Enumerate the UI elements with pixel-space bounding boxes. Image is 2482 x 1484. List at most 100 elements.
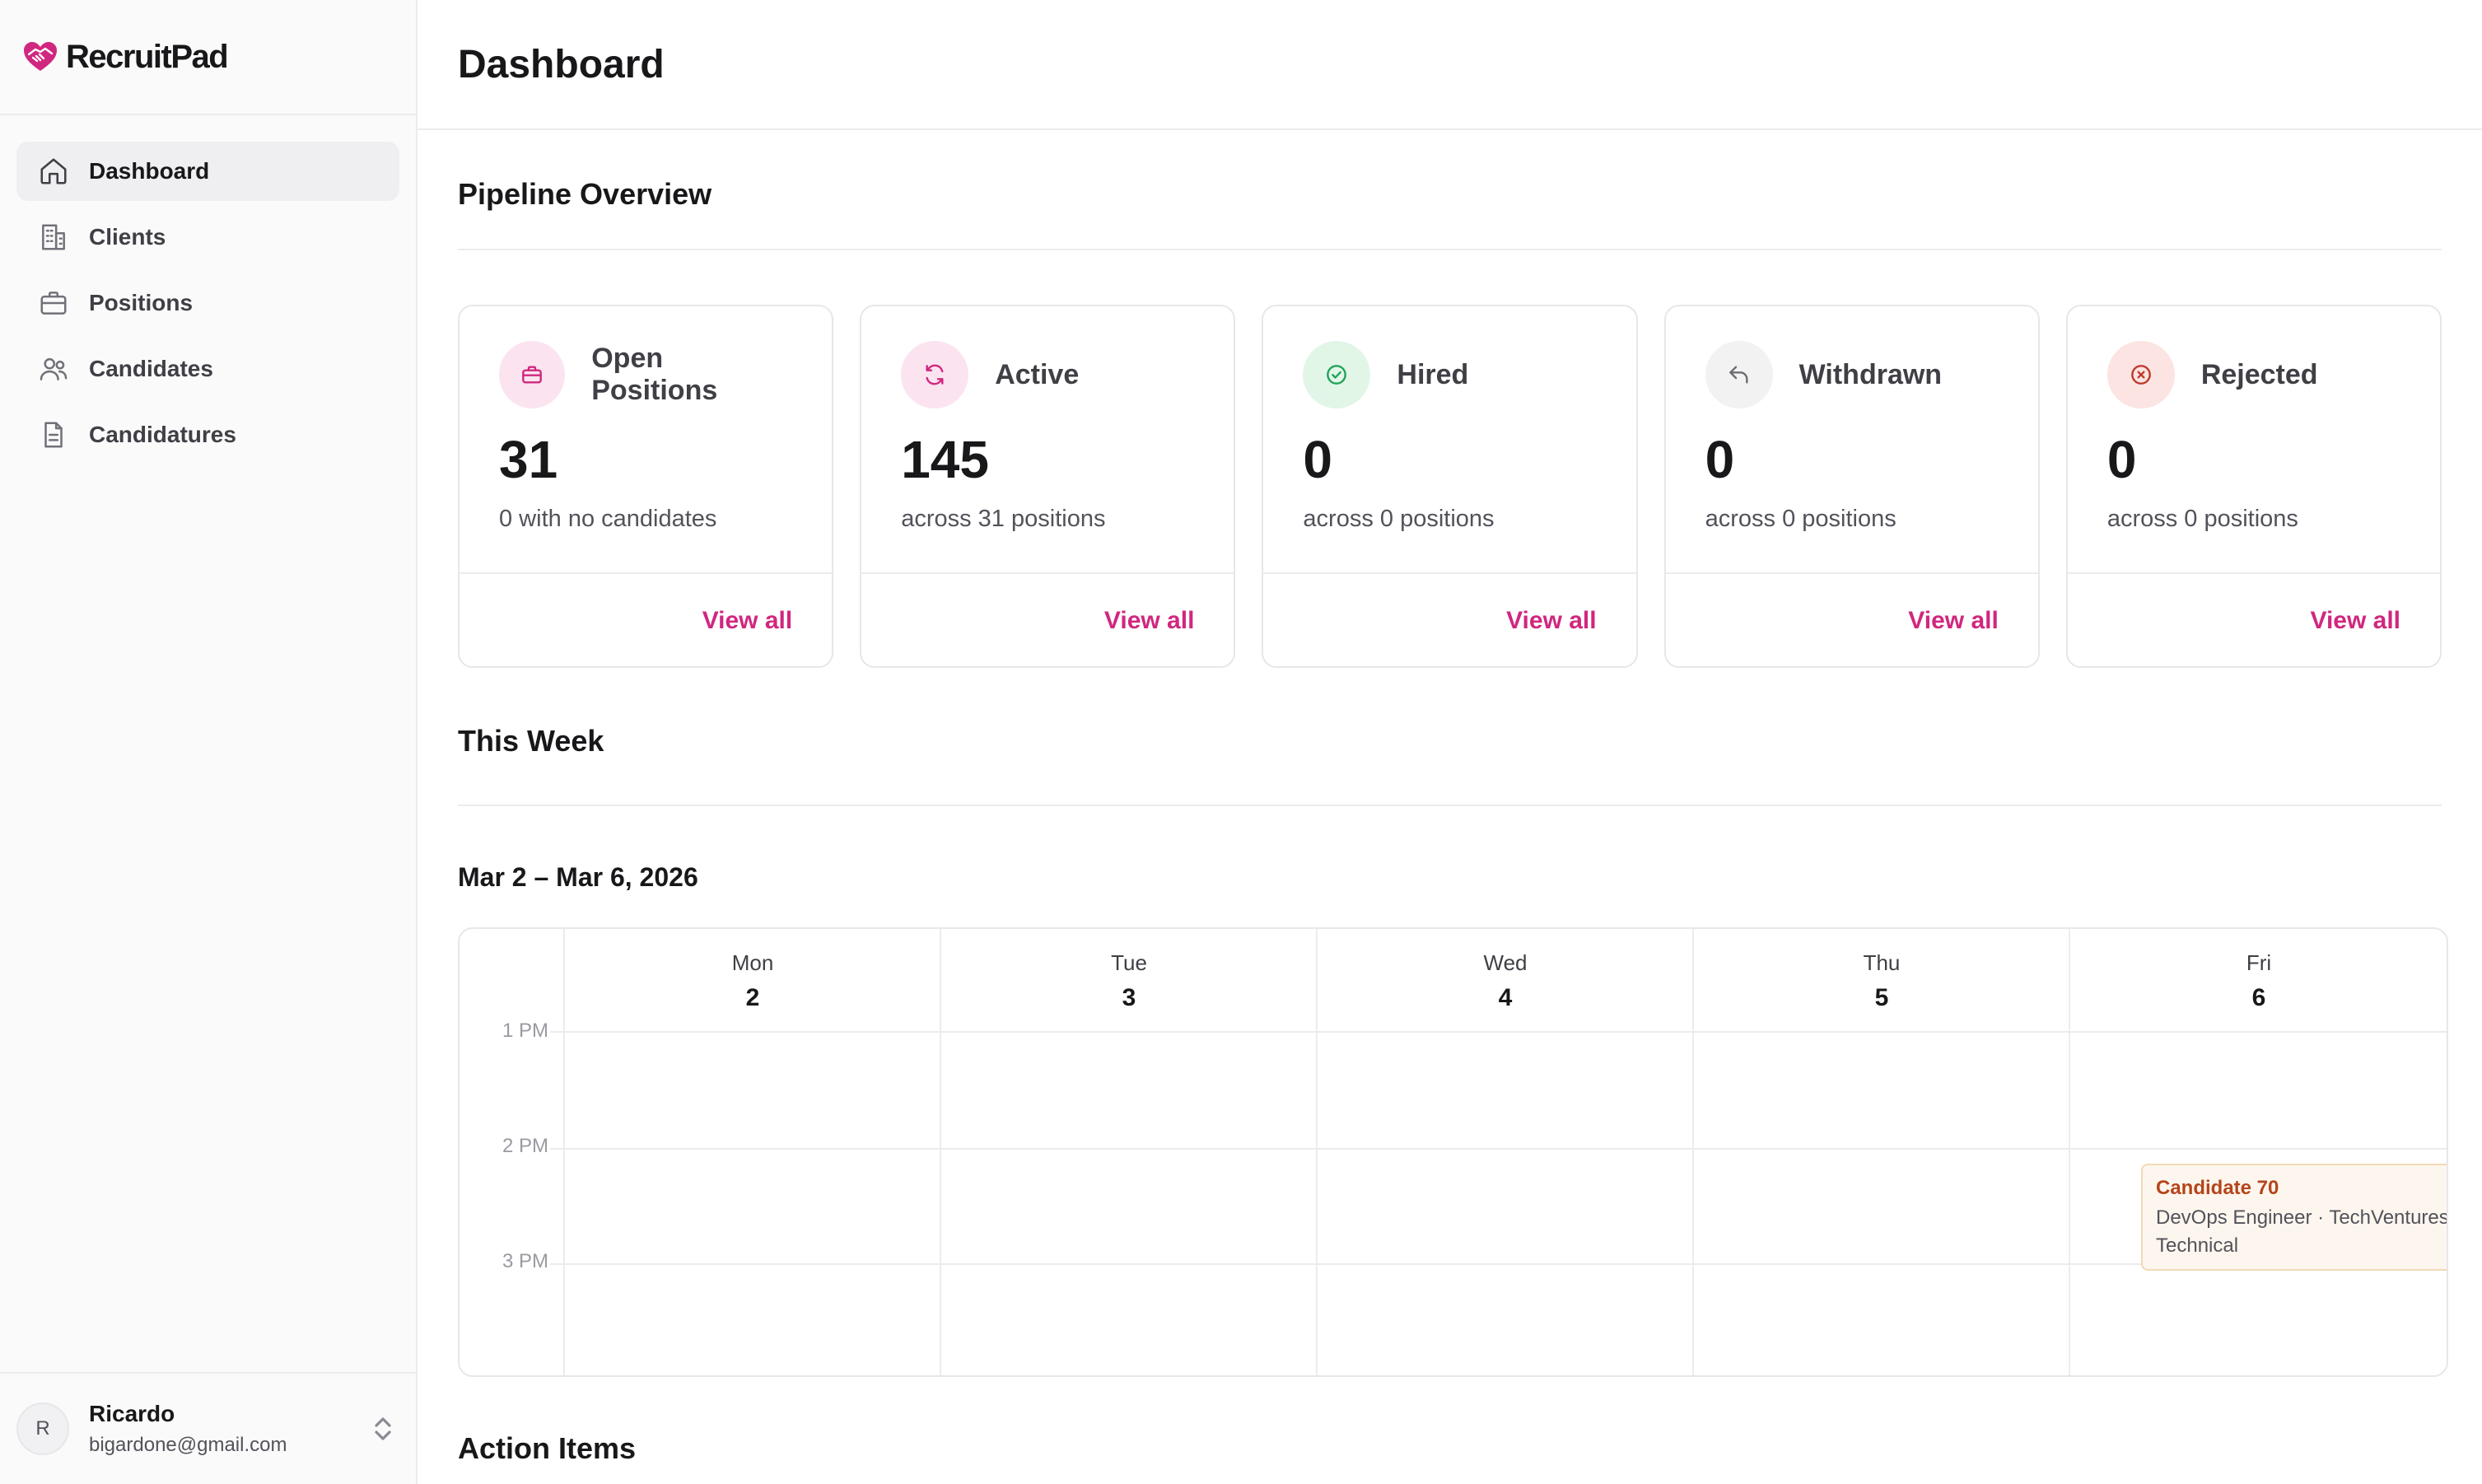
x-circle-icon xyxy=(2106,341,2175,408)
sidebar-item-positions[interactable]: Positions xyxy=(16,273,399,333)
day-number: 6 xyxy=(2251,983,2266,1011)
user-email: bigardone@gmail.com xyxy=(89,1434,287,1456)
view-all-link[interactable]: View all xyxy=(1506,607,1597,634)
day-name: Thu xyxy=(1863,950,1901,975)
users-icon xyxy=(40,357,68,380)
refresh-icon xyxy=(901,341,969,408)
user-info: Ricardo bigardone@gmail.com xyxy=(89,1401,371,1457)
sidebar-item-label: Dashboard xyxy=(89,158,210,184)
user-name: Ricardo xyxy=(89,1401,175,1426)
calendar-event[interactable]: Candidate 70 DevOps Engineer · TechVentu… xyxy=(2141,1164,2448,1271)
stat-card-header: Withdrawn xyxy=(1705,341,1999,408)
day-number: 5 xyxy=(1874,983,1889,1011)
user-menu[interactable]: R Ricardo bigardone@gmail.com xyxy=(0,1372,416,1484)
chevrons-up-down-icon[interactable] xyxy=(371,1414,394,1444)
briefcase-icon xyxy=(499,341,566,408)
day-name: Mon xyxy=(731,950,774,975)
event-role: DevOps Engineer · TechVentures xyxy=(2156,1206,2448,1229)
stat-card-body: Open Positions 31 0 with no candidates xyxy=(460,306,833,574)
stat-card-label: Rejected xyxy=(2200,358,2318,390)
view-all-link[interactable]: View all xyxy=(702,607,793,634)
day-name: Wed xyxy=(1483,950,1528,975)
stat-card-value: 31 xyxy=(499,430,558,489)
sidebar: RecruitPad Dashboard Clients Positions xyxy=(0,0,418,1484)
stat-card-subtext: across 31 positions xyxy=(901,506,1106,532)
sidebar-item-clients[interactable]: Clients xyxy=(16,208,399,267)
undo-icon xyxy=(1705,341,1773,408)
file-icon xyxy=(44,422,63,448)
stat-card-open-positions: Open Positions 31 0 with no candidates V… xyxy=(458,305,834,668)
building-icon xyxy=(42,224,65,250)
view-all-link[interactable]: View all xyxy=(2310,607,2401,634)
home-icon xyxy=(40,158,67,184)
topbar: Dashboard xyxy=(418,0,2482,130)
sidebar-item-label: Positions xyxy=(89,290,194,315)
action-items-title: Action Items xyxy=(458,1431,637,1465)
sidebar-item-dashboard[interactable]: Dashboard xyxy=(16,142,399,201)
stat-card-header: Rejected xyxy=(2106,341,2400,408)
stat-card-label: Hired xyxy=(1397,358,1469,390)
grid-line xyxy=(2069,1033,2070,1375)
hour-label: 1 PM xyxy=(460,1020,550,1043)
avatar: R xyxy=(16,1402,69,1455)
stat-card-body: Rejected 0 across 0 positions xyxy=(2067,306,2441,574)
grid-line xyxy=(563,1033,565,1375)
stat-card-rejected: Rejected 0 across 0 positions View all xyxy=(2065,305,2442,668)
stat-card-body: Hired 0 across 0 positions xyxy=(1263,306,1636,574)
handshake-heart-logo-icon xyxy=(24,42,57,71)
event-type: Technical xyxy=(2156,1234,2239,1257)
pipeline-title: Pipeline Overview xyxy=(458,177,712,211)
page-title: Dashboard xyxy=(458,42,665,86)
sidebar-item-label: Candidates xyxy=(89,356,213,381)
day-number: 2 xyxy=(745,983,760,1011)
brand[interactable]: RecruitPad xyxy=(0,0,416,115)
dashboard-content: Pipeline Overview Open Positions 31 0 wi… xyxy=(418,130,2482,1377)
grid-line xyxy=(1692,1033,1694,1375)
day-header-wed: Wed 4 xyxy=(1316,929,1693,1033)
event-title: Candidate 70 xyxy=(2156,1177,2279,1199)
stat-card-header: Open Positions xyxy=(499,341,792,408)
stat-card-label: Withdrawn xyxy=(1799,358,1943,390)
day-header-fri: Fri 6 xyxy=(2069,929,2447,1033)
stat-card-header: Active xyxy=(901,341,1194,408)
stat-card-label: Active xyxy=(995,358,1080,390)
stat-card-subtext: 0 with no candidates xyxy=(499,506,717,532)
stat-card-body: Withdrawn 0 across 0 positions xyxy=(1665,306,2038,574)
stat-card-footer: View all xyxy=(1263,574,1635,666)
pipeline-cards: Open Positions 31 0 with no candidates V… xyxy=(458,305,2442,668)
stat-card-footer: View all xyxy=(2068,574,2440,666)
view-all-link[interactable]: View all xyxy=(1103,607,1195,634)
grid-line xyxy=(1316,1033,1318,1375)
week-calendar: Mon 2 Tue 3 Wed 4 Thu 5 Fri 6 xyxy=(458,927,2448,1377)
day-number: 3 xyxy=(1122,983,1136,1011)
day-header-thu: Thu 5 xyxy=(1692,929,2069,1033)
calendar-header: Mon 2 Tue 3 Wed 4 Thu 5 Fri 6 xyxy=(460,929,2447,1033)
sidebar-item-candidates[interactable]: Candidates xyxy=(16,339,399,399)
pipeline-section-header: Pipeline Overview xyxy=(458,130,2442,250)
grid-line xyxy=(460,1263,2447,1265)
stat-card-subtext: across 0 positions xyxy=(2106,506,2298,532)
sidebar-item-candidatures[interactable]: Candidatures xyxy=(16,405,399,464)
stat-card-footer: View all xyxy=(861,574,1234,666)
day-header-tue: Tue 3 xyxy=(940,929,1317,1033)
day-number: 4 xyxy=(1498,983,1513,1011)
stat-card-header: Hired xyxy=(1303,341,1596,408)
stat-card-footer: View all xyxy=(460,574,832,666)
sidebar-item-label: Candidatures xyxy=(89,422,236,447)
briefcase-icon xyxy=(40,292,67,315)
view-all-link[interactable]: View all xyxy=(1908,607,1999,634)
stat-card-body: Active 145 across 31 positions xyxy=(861,306,1234,574)
day-header-mon: Mon 2 xyxy=(563,929,940,1033)
hour-label: 3 PM xyxy=(460,1250,550,1273)
stat-card-value: 145 xyxy=(901,430,989,489)
week-title: This Week xyxy=(458,724,604,758)
stat-card-hired: Hired 0 across 0 positions View all xyxy=(1262,305,1638,668)
day-name: Tue xyxy=(1111,950,1147,975)
main-content: Dashboard Pipeline Overview Open Positio… xyxy=(418,0,2482,1484)
stat-card-subtext: across 0 positions xyxy=(1303,506,1495,532)
day-name: Fri xyxy=(2246,950,2272,975)
week-section-header: This Week xyxy=(458,668,2442,806)
sidebar-nav: Dashboard Clients Positions Candidates xyxy=(0,115,416,464)
stat-card-active: Active 145 across 31 positions View all xyxy=(860,305,1236,668)
grid-line xyxy=(940,1033,941,1375)
